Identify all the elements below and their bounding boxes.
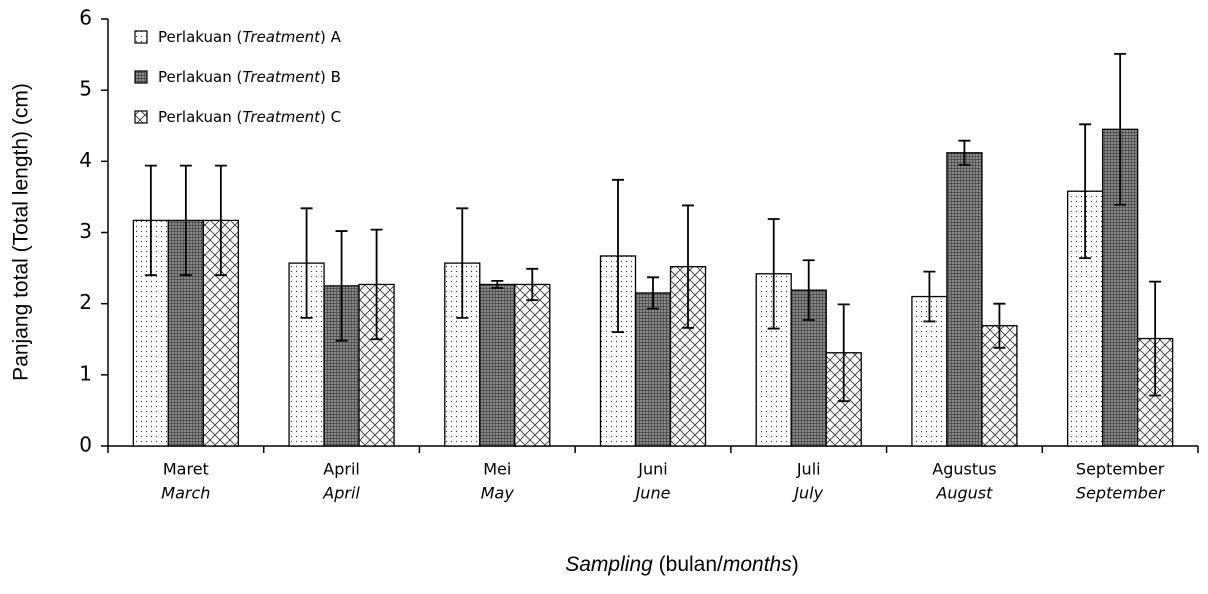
x-tick-label-translation: September [1076, 484, 1166, 503]
error-bar-line [958, 139, 971, 166]
error-bar-line [179, 164, 192, 277]
x-tick-label-translation: August [935, 484, 993, 503]
error-bar [767, 218, 780, 330]
x-tick-label-translation: April [322, 484, 360, 503]
x-tick-label-translation: May [481, 484, 515, 503]
error-bar [958, 139, 971, 166]
error-bar-line [300, 207, 313, 319]
bar [479, 283, 516, 447]
error-bar-line [993, 302, 1006, 349]
error-bar-line [370, 228, 383, 341]
error-bar-line [526, 267, 539, 302]
error-bar [682, 204, 694, 329]
error-bar [1149, 280, 1162, 397]
legend-label: Perlakuan (Treatment) B [158, 68, 341, 86]
error-bar-line [214, 164, 227, 277]
error-bar-line [923, 270, 936, 323]
error-bar [491, 279, 504, 289]
legend-swatch [134, 70, 148, 84]
y-tick-label: 0 [79, 433, 92, 457]
error-bar [612, 178, 624, 334]
error-bar-line [335, 230, 348, 342]
error-bar [144, 164, 157, 277]
error-bar-line [682, 204, 694, 329]
x-label-part: months [723, 553, 792, 576]
error-bar [300, 207, 313, 319]
x-tick-label: Mei [483, 460, 511, 479]
bar [634, 292, 672, 447]
x-tick-label-translation: July [791, 484, 823, 503]
y-tick-label: 6 [79, 6, 92, 30]
error-bar-line [837, 303, 850, 403]
x-label-part: ) [792, 553, 799, 576]
x-tick-label: Agustus [932, 460, 996, 479]
error-bar-line [647, 276, 659, 310]
error-bar [214, 164, 227, 277]
error-bar [1079, 123, 1092, 260]
x-axis-label: Sampling (bulan/months) [565, 553, 798, 576]
legend-label: Perlakuan (Treatment) A [158, 28, 342, 46]
error-bar-line [144, 164, 157, 277]
error-bar-line [767, 218, 780, 330]
y-tick-label: 3 [79, 219, 92, 243]
error-bar-line [456, 207, 469, 319]
error-bar [647, 276, 659, 310]
legend-label: Perlakuan (Treatment) C [158, 108, 341, 126]
error-bar [335, 230, 348, 342]
x-tick-label: Juni [637, 460, 667, 479]
error-bar [1114, 52, 1127, 206]
legend-swatch [134, 30, 148, 44]
x-label-part: Sampling [565, 553, 653, 576]
x-tick-label: September [1076, 460, 1165, 479]
x-tick-label: Juli [796, 460, 821, 479]
error-bar [179, 164, 192, 277]
error-bar-line [1114, 52, 1127, 206]
error-bar [993, 302, 1006, 349]
error-bar [370, 228, 383, 341]
error-bar [456, 207, 469, 319]
error-bar [526, 267, 539, 302]
legend-swatch [134, 110, 148, 124]
y-axis-label: Panjang total (Total length) (cm) [10, 83, 33, 381]
x-label-part: (bulan/ [653, 553, 723, 576]
error-bar-line [612, 178, 624, 334]
error-bar-line [491, 279, 504, 289]
x-tick-label: Maret [163, 460, 209, 479]
x-tick-label-translation: March [161, 484, 210, 503]
y-tick-label: 4 [79, 148, 92, 172]
bar [514, 283, 551, 447]
y-tick-label: 2 [79, 290, 92, 314]
error-bar [837, 303, 850, 403]
error-bar-line [802, 259, 815, 321]
bar [946, 152, 983, 447]
y-tick-label: 1 [79, 361, 92, 385]
y-tick-label: 5 [79, 77, 92, 101]
error-bar-line [1149, 280, 1162, 397]
x-tick-label-translation: June [633, 484, 671, 503]
x-tick-label: April [323, 460, 360, 479]
error-bar [923, 270, 936, 323]
error-bar-line [1079, 123, 1092, 260]
error-bar [802, 259, 815, 321]
